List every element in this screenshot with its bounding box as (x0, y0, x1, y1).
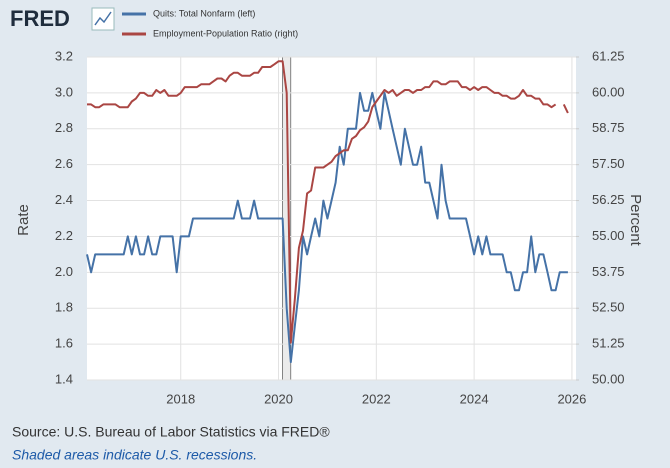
y2-tick-label: 55.00 (592, 228, 625, 243)
y2-tick-label: 51.25 (592, 336, 625, 351)
logo-icon-line (94, 11, 112, 26)
y2-tick-label: 50.00 (592, 371, 625, 386)
y2-tick-label: 56.25 (592, 192, 625, 207)
note: Shaded areas indicate U.S. recessions. (12, 447, 257, 463)
x-tick-label: 2020 (264, 391, 293, 406)
legend-label: Employment-Population Ratio (right) (153, 28, 298, 38)
y-tick-label: 2.2 (55, 228, 73, 243)
y-tick-label: 2.8 (55, 120, 73, 135)
y-tick-label: 1.8 (55, 300, 73, 315)
y-tick-label: 2.6 (55, 156, 73, 171)
x-tick-label: 2018 (166, 391, 195, 406)
y-tick-label: 2.0 (55, 264, 73, 279)
logo: FRED (10, 6, 70, 31)
plot-area (87, 57, 576, 380)
series-line (86, 91, 568, 364)
x-tick-label: 2026 (557, 391, 586, 406)
y-tick-label: 1.4 (55, 371, 73, 386)
y-axis-title: Rate (15, 204, 32, 236)
y2-tick-label: 58.75 (592, 120, 625, 135)
series-line (87, 60, 569, 344)
logo-icon (91, 7, 115, 31)
y2-tick-label: 53.75 (592, 264, 625, 279)
y2-axis-title: Percent (627, 194, 644, 247)
y-tick-label: 3.2 (55, 48, 73, 63)
y-tick-label: 1.6 (55, 336, 73, 351)
x-tick-label: 2022 (362, 391, 391, 406)
y2-tick-label: 60.00 (592, 84, 625, 99)
source: Source: U.S. Bureau of Labor Statistics … (12, 424, 330, 440)
y2-tick-label: 57.50 (592, 156, 625, 171)
y-tick-label: 3.0 (55, 84, 73, 99)
x-tick-label: 2024 (460, 391, 489, 406)
y-tick-label: 2.4 (55, 192, 73, 207)
y2-tick-label: 52.50 (592, 300, 625, 315)
y2-tick-label: 61.25 (592, 48, 625, 63)
legend-label: Quits: Total Nonfarm (left) (153, 8, 255, 18)
